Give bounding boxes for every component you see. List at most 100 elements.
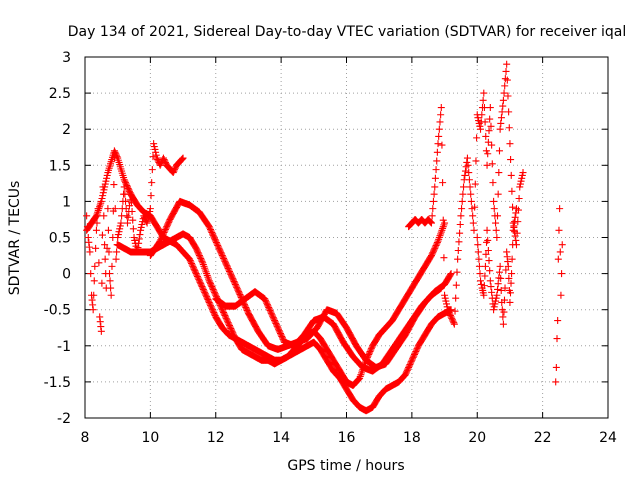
data-point-track-f: [430, 190, 438, 198]
data-point-track-c: [237, 292, 245, 300]
data-point-track-b: [403, 366, 411, 374]
data-point-track-h: [552, 378, 560, 386]
data-point-track-g: [485, 257, 493, 265]
data-point-track-a: [433, 239, 441, 247]
data-point-track-b: [401, 371, 409, 379]
data-point-track-a: [98, 195, 106, 203]
data-point-track-f: [444, 306, 452, 314]
data-point-track-e: [113, 248, 121, 256]
data-point-track-d: [267, 309, 275, 317]
data-point-track-f: [489, 179, 497, 187]
data-point-track-e: [142, 218, 150, 226]
y-tick-label: 2: [62, 122, 71, 138]
data-point-track-e: [87, 270, 95, 278]
data-point-track-f: [486, 104, 494, 112]
data-point-track-f: [428, 212, 436, 220]
data-point-track-c: [162, 224, 170, 232]
data-point-track-f: [487, 122, 495, 130]
data-point-track-f: [477, 125, 485, 133]
data-point-track-e: [92, 226, 100, 234]
data-point-track-c: [206, 224, 214, 232]
data-point-track-g: [499, 313, 507, 321]
data-point-track-h: [556, 205, 564, 213]
data-point-track-g: [490, 306, 498, 314]
data-point-track-d: [272, 319, 280, 327]
data-point-track-d: [265, 304, 273, 312]
data-point-track-c: [235, 288, 243, 296]
data-point-track-b: [405, 362, 413, 370]
data-point-track-b: [197, 280, 205, 288]
data-point-track-a: [122, 179, 130, 187]
data-point-track-a: [218, 306, 226, 314]
data-point-track-f: [495, 169, 503, 177]
data-point-track-b: [186, 255, 194, 263]
data-point-track-b: [191, 267, 199, 275]
data-point-track-c: [212, 237, 220, 245]
data-point-track-b: [190, 264, 198, 272]
data-point-track-e: [127, 199, 135, 207]
data-point-track-f: [441, 291, 449, 299]
data-point-track-e: [146, 208, 154, 216]
data-point-track-f: [497, 114, 505, 122]
data-point-track-g: [482, 250, 490, 258]
data-point-track-b: [410, 350, 418, 358]
data-point-track-b: [210, 309, 218, 317]
data-point-track-f: [500, 89, 508, 97]
data-point-track-g: [488, 288, 496, 296]
data-point-track-f: [452, 281, 460, 289]
data-point-track-c: [205, 223, 213, 231]
data-point-track-f: [454, 255, 462, 263]
data-point-track-c: [207, 226, 215, 234]
data-point-track-a: [429, 247, 437, 255]
data-point-track-c: [235, 289, 243, 297]
data-point-track-c: [233, 283, 241, 291]
data-point-track-g: [497, 286, 505, 294]
data-point-track-a: [121, 177, 129, 185]
data-point-track-f: [474, 114, 482, 122]
data-point-track-e: [116, 225, 124, 233]
x-tick-label: 18: [403, 430, 421, 446]
data-point-track-e: [111, 205, 119, 213]
data-point-track-b: [208, 304, 216, 312]
data-point-track-g: [486, 267, 494, 275]
data-point-track-c: [230, 278, 238, 286]
data-point-track-f: [506, 140, 514, 148]
data-point-track-g: [484, 236, 492, 244]
data-point-track-a: [194, 249, 202, 257]
data-point-track-c: [158, 233, 166, 241]
data-point-track-g: [511, 218, 519, 226]
data-point-track-a: [120, 176, 128, 184]
data-point-track-b: [193, 271, 201, 279]
data-point-track-e: [110, 154, 118, 162]
data-point-track-g: [476, 270, 484, 278]
data-point-track-b: [203, 294, 211, 302]
data-point-track-f: [445, 309, 453, 317]
data-point-track-f: [429, 205, 437, 213]
data-point-track-c: [226, 269, 234, 277]
data-point-track-f: [467, 190, 475, 198]
data-point-track-f: [499, 96, 507, 104]
data-point-track-f: [448, 316, 456, 324]
data-point-track-e: [160, 156, 168, 164]
data-point-track-d: [270, 315, 278, 323]
data-point-track-f: [463, 158, 471, 166]
data-point-track-b: [412, 346, 420, 354]
data-point-track-g: [487, 283, 495, 291]
data-point-track-f: [516, 180, 524, 188]
data-point-track-f: [441, 294, 449, 302]
data-point-track-f: [482, 132, 490, 140]
data-point-track-f: [440, 254, 448, 262]
data-point-track-b: [406, 361, 414, 369]
data-point-track-f: [517, 177, 525, 185]
data-point-track-g: [477, 277, 485, 285]
data-point-track-b: [199, 285, 207, 293]
data-point-track-f: [432, 166, 440, 174]
data-point-track-a: [208, 283, 216, 291]
data-point-track-c: [217, 249, 225, 257]
data-point-track-c: [210, 234, 218, 242]
data-point-track-b: [189, 262, 197, 270]
data-point-track-f: [471, 180, 479, 188]
data-point-track-e: [153, 154, 161, 162]
data-point-track-f: [512, 236, 520, 244]
data-point-track-b: [195, 277, 203, 285]
